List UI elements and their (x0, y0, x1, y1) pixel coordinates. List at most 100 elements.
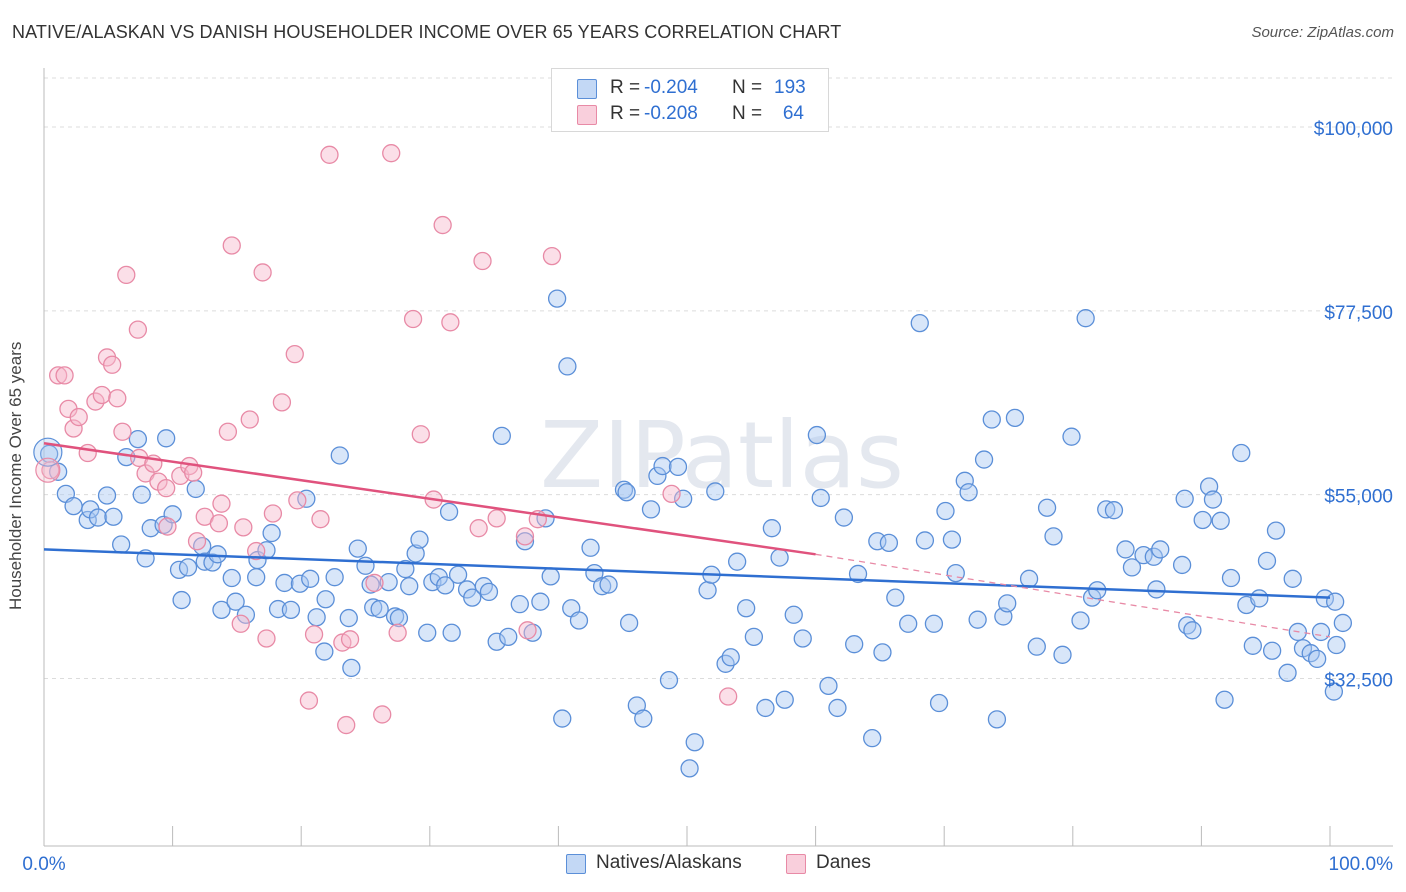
point-danes (92, 385, 112, 405)
point-natives (370, 599, 389, 619)
point-natives (728, 552, 747, 571)
point-natives (448, 565, 468, 584)
y-tick-label: $32,500 (1324, 671, 1393, 692)
point-danes (388, 623, 407, 642)
point-natives (617, 483, 636, 502)
point-natives (863, 729, 882, 748)
point-natives (1053, 645, 1072, 664)
point-natives (886, 588, 905, 607)
point-natives (128, 429, 148, 449)
axes (43, 68, 1393, 847)
point-natives (599, 575, 618, 594)
point-natives (936, 501, 955, 521)
point-natives (1307, 649, 1327, 669)
correlation-legend: R = -0.204 N = 193 R = -0.208 N = 64 (551, 68, 829, 132)
point-natives (1257, 551, 1277, 571)
point-natives (1044, 527, 1063, 546)
legend-r-label: R = (610, 103, 641, 124)
point-natives (510, 595, 529, 614)
point-danes (253, 263, 272, 282)
point-natives (653, 456, 672, 476)
point-natives (1203, 490, 1223, 509)
point-danes (64, 419, 83, 438)
point-natives (807, 425, 827, 445)
point-danes (518, 621, 537, 640)
point-danes (263, 504, 283, 523)
point-natives (619, 613, 639, 633)
point-natives (275, 573, 294, 593)
point-natives (487, 632, 506, 651)
point-danes (272, 393, 292, 412)
point-natives (436, 576, 455, 595)
point-danes (304, 625, 324, 644)
point-natives (1183, 621, 1202, 640)
point-natives (1278, 663, 1297, 682)
point-natives (834, 508, 854, 527)
point-natives (641, 500, 661, 519)
legend-swatch-natives (577, 79, 597, 99)
point-danes (48, 366, 68, 385)
point-natives (1019, 569, 1039, 588)
point-natives (987, 710, 1007, 729)
point-natives (1283, 569, 1302, 588)
legend-n-value: 193 (774, 77, 806, 98)
point-natives (1262, 641, 1282, 660)
point-natives (1221, 568, 1241, 588)
point-natives (873, 643, 892, 662)
point-danes (86, 392, 105, 411)
point-natives (499, 627, 518, 646)
y-tick-label: $55,000 (1324, 487, 1393, 508)
point-danes (515, 527, 535, 546)
point-danes (441, 313, 460, 332)
point-natives (208, 545, 227, 564)
point-danes (187, 532, 207, 551)
point-natives (1266, 521, 1286, 540)
point-natives (178, 558, 198, 577)
point-natives (172, 590, 191, 610)
point-natives (364, 598, 383, 617)
point-danes-cluster (35, 457, 61, 483)
point-natives (1027, 637, 1046, 656)
point-natives (756, 698, 775, 718)
legend-n-label: N = (732, 77, 763, 98)
point-danes (108, 389, 127, 408)
point-natives (418, 623, 437, 642)
point-natives (929, 693, 949, 713)
point-natives (1311, 622, 1331, 642)
point-danes (288, 491, 307, 510)
point-natives (439, 502, 459, 521)
point-natives (541, 567, 560, 586)
point-natives (212, 600, 231, 620)
point-danes (257, 629, 276, 648)
point-natives (946, 563, 965, 583)
point-natives (247, 568, 266, 587)
point-danes (113, 422, 132, 441)
series-label-natives: Natives/Alaskans (596, 852, 742, 873)
legend-r-value: -0.204 (644, 77, 698, 98)
point-natives (315, 642, 334, 661)
point-natives (668, 457, 688, 477)
point-natives (942, 530, 962, 549)
point-danes (234, 518, 253, 537)
series-label-danes: Danes (816, 852, 871, 873)
point-natives (915, 531, 935, 550)
point-natives (1097, 500, 1116, 519)
point-natives (281, 600, 301, 620)
point-natives (547, 289, 567, 308)
point-natives (558, 357, 577, 376)
point-natives (64, 496, 83, 516)
point-natives (762, 519, 782, 538)
point-natives (1215, 690, 1234, 709)
point-natives (342, 658, 361, 678)
point-natives (1104, 501, 1124, 520)
point-natives (910, 313, 929, 333)
point-natives (1122, 558, 1142, 577)
point-natives (1005, 408, 1025, 428)
chart-title: NATIVE/ALASKAN VS DANISH HOUSEHOLDER INC… (12, 22, 842, 42)
point-natives (97, 486, 117, 505)
point-natives (410, 530, 429, 549)
point-natives (581, 538, 600, 557)
x-tick-label: 0.0% (22, 854, 65, 875)
point-danes (340, 630, 360, 649)
